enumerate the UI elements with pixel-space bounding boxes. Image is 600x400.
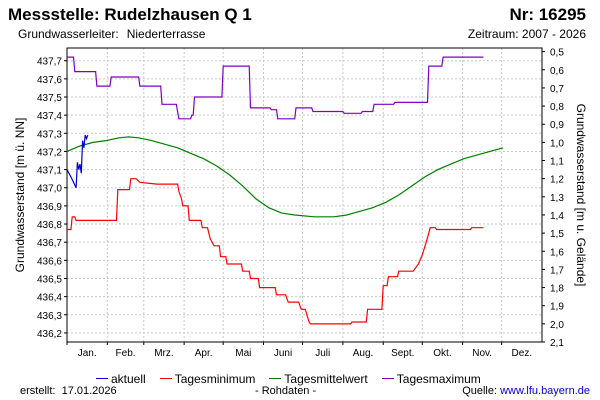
x-tick-label: Sept. bbox=[391, 348, 414, 359]
x-tick-label: Juli bbox=[315, 348, 330, 359]
chart-grid bbox=[66, 48, 542, 342]
x-tick-label: Aug. bbox=[353, 348, 374, 359]
series-group bbox=[66, 56, 504, 325]
legend-label: aktuell bbox=[111, 371, 146, 386]
x-tick-label: Juni bbox=[274, 348, 292, 359]
legend-swatch bbox=[381, 378, 394, 379]
aquifer-info: Grundwasserleiter: Niederterrasse bbox=[18, 27, 205, 41]
y2-tick-label: 2,0 bbox=[550, 320, 564, 331]
y-tick-label: 436,2 bbox=[37, 329, 62, 340]
aquifer-value: Niederterrasse bbox=[126, 27, 206, 41]
y2-tick-label: 1,3 bbox=[550, 193, 564, 204]
y-tick-label: 436,3 bbox=[37, 311, 62, 322]
y-axis-left: 437,7 437,6 437,5 437,4 437,3 437,2 437,1 437,0… bbox=[37, 57, 67, 340]
y-tick-label: 437,7 bbox=[37, 57, 62, 68]
source-label: Quelle: bbox=[462, 385, 498, 397]
period-info: Zeitraum: 2007 - 2026 bbox=[467, 27, 586, 41]
y2-tick-label: 2,1 bbox=[550, 338, 564, 349]
y2-axis-label: Grundwasserstand [m u. Gelände] bbox=[574, 104, 588, 287]
series-line-tagesmaximum bbox=[67, 56, 484, 120]
y-tick-label: 437,2 bbox=[37, 147, 62, 158]
legend-item: Tagesmaximum bbox=[381, 371, 481, 386]
created-info: erstellt: 17.01.2026 bbox=[20, 385, 117, 397]
y-tick-label: 437,1 bbox=[37, 166, 62, 177]
y2-tick-label: 0,5 bbox=[550, 48, 564, 59]
y2-tick-label: 1,2 bbox=[550, 175, 564, 186]
x-tick-label: Dez. bbox=[512, 348, 533, 359]
created-label: erstellt: bbox=[20, 385, 56, 397]
x-tick-label: Mrz. bbox=[154, 348, 173, 359]
y2-tick-label: 0,9 bbox=[550, 120, 564, 131]
legend-label: Tagesmittelwert bbox=[284, 371, 368, 386]
y2-tick-label: 1,4 bbox=[550, 211, 564, 222]
legend-item: Tagesmittelwert bbox=[269, 371, 368, 386]
series-line-aktuell bbox=[66, 134, 89, 188]
y-tick-label: 437,3 bbox=[37, 129, 62, 140]
y2-tick-label: 1,6 bbox=[550, 247, 564, 258]
rawdata-note: - Rohdaten - bbox=[255, 385, 317, 397]
legend-swatch bbox=[269, 378, 282, 379]
y2-tick-label: 1,5 bbox=[550, 229, 564, 240]
page-title: Messstelle: Rudelzhausen Q 1 bbox=[8, 5, 252, 24]
y2-tick-label: 1,1 bbox=[550, 157, 564, 168]
station-number: Nr: 16295 bbox=[509, 5, 586, 24]
legend-label: Tagesmaximum bbox=[396, 371, 481, 386]
y-tick-label: 437,4 bbox=[37, 111, 62, 122]
plot-frame bbox=[66, 47, 543, 343]
y2-tick-label: 1,0 bbox=[550, 138, 564, 149]
y2-tick-label: 0,6 bbox=[550, 66, 564, 77]
y-tick-label: 436,7 bbox=[37, 238, 62, 249]
aquifer-label: Grundwasserleiter: bbox=[18, 27, 119, 41]
x-tick-label: Okt. bbox=[433, 348, 451, 359]
x-tick-label: Apr. bbox=[195, 348, 213, 359]
created-date: 17.01.2026 bbox=[61, 385, 117, 397]
y2-tick-label: 1,8 bbox=[550, 284, 564, 295]
x-tick-label: Mai bbox=[235, 348, 251, 359]
y-tick-label: 436,4 bbox=[37, 293, 62, 304]
y-tick-label: 436,6 bbox=[37, 256, 62, 267]
legend: aktuell Tagesminimum Tagesmittelwert Tagesm… bbox=[96, 368, 495, 386]
y-tick-label: 437,5 bbox=[37, 93, 62, 104]
legend-item: Tagesminimum bbox=[159, 371, 256, 386]
source-info: Quelle: www.lfu.bayern.de bbox=[462, 385, 590, 397]
legend-item: aktuell bbox=[96, 372, 146, 386]
legend-swatch bbox=[96, 378, 108, 379]
y-tick-label: 437,6 bbox=[37, 75, 62, 86]
y2-tick-label: 1,9 bbox=[550, 302, 564, 313]
y-tick-label: 436,8 bbox=[37, 220, 62, 231]
x-tick-label: Jan. bbox=[78, 348, 97, 359]
y-tick-label: 437,0 bbox=[37, 184, 62, 195]
x-tick-label: Nov. bbox=[472, 348, 492, 359]
x-tick-label: Feb. bbox=[116, 348, 136, 359]
legend-swatch bbox=[159, 378, 172, 379]
y-axis-right: 0,5 0,6 0,7 0,8 0,9 1,0 1,1 1,2 1,3 1,4 1,5 1,6 1,7 1… bbox=[542, 48, 564, 349]
x-axis: Jan. Feb. Mrz. Apr. Mai Juni Juli Aug. Sept. Okt.… bbox=[66, 342, 533, 359]
y2-tick-label: 0,7 bbox=[550, 84, 564, 95]
y-tick-label: 436,5 bbox=[37, 274, 62, 285]
series-line-tagesmittelwert bbox=[66, 136, 504, 218]
series-line-tagesminimum bbox=[67, 178, 484, 325]
y2-tick-label: 1,7 bbox=[550, 265, 564, 276]
y-tick-label: 436,9 bbox=[37, 202, 62, 213]
legend-label: Tagesminimum bbox=[174, 371, 256, 386]
source-link[interactable]: www.lfu.bayern.de bbox=[500, 385, 590, 397]
y2-tick-label: 0,8 bbox=[550, 102, 564, 113]
y-axis-label: Grundwasserstand [m ü. NN] bbox=[13, 118, 27, 273]
